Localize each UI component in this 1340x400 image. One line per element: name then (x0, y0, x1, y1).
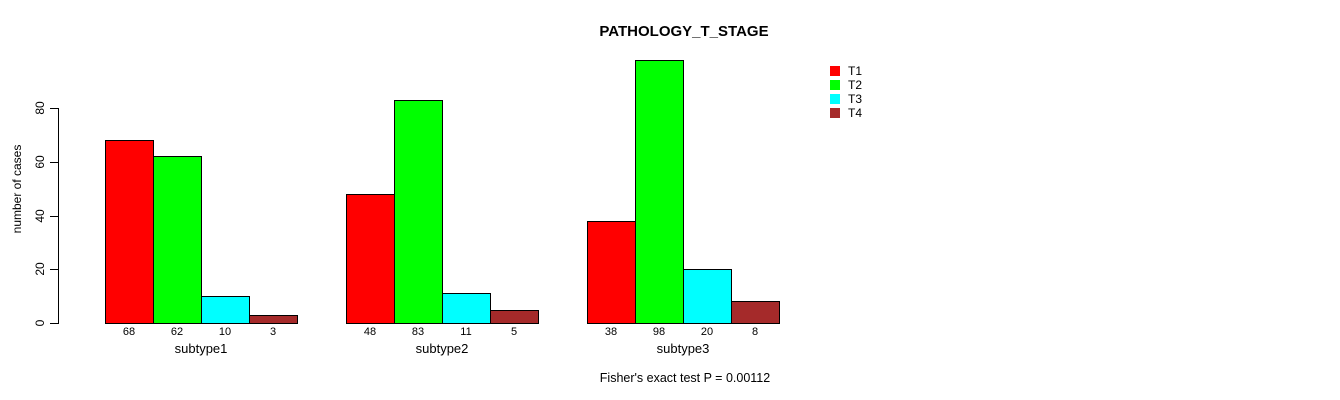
legend-item-T3: T3 (830, 92, 862, 105)
y-tick-label: 20 (33, 262, 47, 276)
y-tick (50, 215, 59, 217)
bar-T1-subtype3 (587, 221, 636, 324)
bar-T2-subtype3 (635, 60, 684, 324)
legend: T1 T2 T3 T4 (830, 64, 862, 120)
legend-item-T2: T2 (830, 78, 862, 91)
bar-value-label: 68 (122, 326, 136, 338)
y-tick-label: 40 (33, 208, 47, 223)
bar-value-label: 5 (510, 326, 518, 338)
bar-value-label: 10 (218, 326, 232, 338)
y-tick-label: 80 (33, 101, 47, 115)
y-tick-label: 60 (33, 155, 47, 169)
bar-T4-subtype2 (490, 310, 539, 324)
bar-value-label: 8 (751, 326, 759, 338)
legend-label: T4 (848, 105, 863, 120)
legend-label: T1 (848, 63, 863, 78)
bar-T3-subtype1 (201, 296, 250, 324)
category-label-subtype3: subtype3 (656, 341, 710, 356)
legend-swatch-T4 (830, 107, 840, 118)
bar-value-label: 48 (363, 326, 377, 338)
bar-value-label: 62 (170, 326, 184, 338)
bar-T3-subtype2 (442, 293, 491, 324)
y-tick-label: 0 (33, 319, 47, 327)
legend-swatch-T2 (830, 79, 840, 90)
bar-T2-subtype2 (394, 100, 443, 324)
legend-swatch-T1 (830, 65, 840, 76)
bar-T3-subtype3 (683, 269, 732, 324)
legend-label: T2 (848, 77, 863, 92)
category-label-subtype2: subtype2 (415, 341, 469, 356)
bar-T1-subtype2 (346, 194, 395, 324)
bar-T4-subtype1 (249, 315, 298, 324)
chart-title: PATHOLOGY_T_STAGE (599, 23, 769, 40)
category-label-subtype1: subtype1 (174, 341, 228, 356)
y-tick (50, 161, 59, 163)
y-tick (50, 108, 59, 109)
bar-T2-subtype1 (153, 156, 202, 324)
legend-label: T3 (848, 91, 863, 106)
bar-value-label: 20 (700, 326, 714, 338)
bar-value-label: 38 (604, 326, 618, 338)
y-tick (50, 269, 59, 271)
bar-T1-subtype1 (105, 140, 154, 324)
bar-T4-subtype3 (731, 301, 780, 324)
bar-value-label: 83 (411, 326, 425, 338)
y-tick (50, 323, 59, 324)
legend-item-T1: T1 (830, 64, 862, 77)
bar-value-label: 3 (269, 326, 277, 338)
legend-swatch-T3 (830, 93, 840, 104)
y-axis-label: number of cases (10, 144, 24, 234)
bar-value-label: 98 (652, 326, 666, 338)
pvalue-annotation: Fisher's exact test P = 0.00112 (599, 371, 771, 385)
bar-value-label: 11 (460, 326, 472, 338)
legend-item-T4: T4 (830, 106, 862, 119)
